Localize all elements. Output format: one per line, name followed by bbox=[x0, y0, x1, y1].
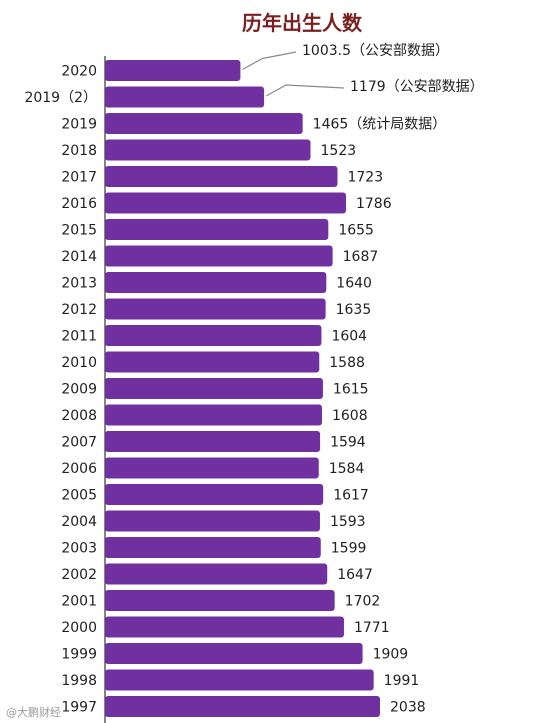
value-label-16: 1617 bbox=[333, 488, 369, 504]
bar-1 bbox=[105, 86, 265, 108]
bar-9 bbox=[105, 298, 326, 320]
category-label-3: 2018 bbox=[61, 143, 97, 159]
category-label-16: 2005 bbox=[61, 488, 97, 504]
category-label-1: 2019（2） bbox=[24, 90, 97, 106]
bar-4 bbox=[105, 166, 338, 187]
value-label-13: 1608 bbox=[332, 408, 368, 424]
category-label-23: 1998 bbox=[61, 673, 97, 689]
bar-6 bbox=[105, 219, 329, 240]
bar-16 bbox=[105, 484, 324, 505]
bar-7 bbox=[105, 245, 333, 267]
bar-17 bbox=[105, 510, 320, 532]
category-label-12: 2009 bbox=[61, 382, 97, 398]
category-label-22: 1999 bbox=[61, 647, 97, 663]
category-label-24: 1997 bbox=[61, 700, 97, 716]
value-label-1: 1179（公安部数据） bbox=[350, 79, 484, 95]
bar-19 bbox=[105, 563, 328, 585]
value-label-6: 1655 bbox=[338, 223, 374, 239]
category-label-6: 2015 bbox=[61, 223, 97, 239]
bar-2 bbox=[105, 113, 303, 134]
value-label-19: 1647 bbox=[337, 567, 373, 583]
bar-8 bbox=[105, 272, 327, 293]
bar-15 bbox=[105, 457, 319, 479]
bar-12 bbox=[105, 378, 323, 399]
category-label-10: 2011 bbox=[61, 329, 97, 345]
bar-11 bbox=[105, 351, 320, 373]
bar-10 bbox=[105, 325, 322, 346]
category-label-17: 2004 bbox=[61, 514, 97, 530]
category-label-13: 2008 bbox=[61, 408, 97, 424]
value-label-18: 1599 bbox=[331, 541, 367, 557]
bar-13 bbox=[105, 404, 322, 426]
category-label-14: 2007 bbox=[61, 435, 97, 451]
value-label-23: 1991 bbox=[384, 673, 420, 689]
value-label-24: 2038 bbox=[390, 700, 426, 716]
value-label-12: 1615 bbox=[333, 382, 369, 398]
chart-title: 历年出生人数 bbox=[242, 11, 363, 35]
category-label-8: 2013 bbox=[61, 276, 97, 292]
watermark-text: @大鹏财经 bbox=[6, 705, 61, 719]
leader-line-0 bbox=[242, 51, 297, 71]
bar-14 bbox=[105, 431, 321, 452]
category-label-5: 2016 bbox=[61, 196, 97, 212]
bar-3 bbox=[105, 139, 311, 161]
value-label-3: 1523 bbox=[321, 143, 357, 159]
value-label-20: 1702 bbox=[345, 594, 381, 610]
value-label-4: 1723 bbox=[347, 170, 383, 186]
category-label-20: 2001 bbox=[61, 594, 97, 610]
value-label-0: 1003.5（公安部数据） bbox=[302, 43, 449, 59]
value-label-7: 1687 bbox=[343, 249, 379, 265]
bar-22 bbox=[105, 643, 363, 664]
value-label-8: 1640 bbox=[336, 276, 372, 292]
value-label-15: 1584 bbox=[329, 461, 365, 477]
value-label-14: 1594 bbox=[330, 435, 366, 451]
category-label-21: 2000 bbox=[61, 620, 97, 636]
bar-21 bbox=[105, 616, 344, 638]
value-label-22: 1909 bbox=[373, 647, 409, 663]
labels-layer: 2020 1003.5（公安部数据） 2019（2） 1179（公安部数据） 2019 1… bbox=[24, 43, 483, 716]
category-label-19: 2002 bbox=[61, 567, 97, 583]
value-label-9: 1635 bbox=[336, 302, 372, 318]
bar-0 bbox=[105, 60, 241, 81]
value-label-10: 1604 bbox=[331, 329, 367, 345]
value-label-11: 1588 bbox=[329, 355, 365, 371]
leader-line-1 bbox=[265, 84, 345, 97]
value-label-21: 1771 bbox=[354, 620, 390, 636]
bar-18 bbox=[105, 537, 321, 558]
category-label-0: 2020 bbox=[61, 64, 97, 80]
bars-layer bbox=[105, 60, 380, 717]
bar-23 bbox=[105, 669, 374, 691]
bar-20 bbox=[105, 590, 335, 611]
category-label-2: 2019 bbox=[61, 117, 97, 133]
value-label-17: 1593 bbox=[330, 514, 366, 530]
category-label-15: 2006 bbox=[61, 461, 97, 477]
value-label-5: 1786 bbox=[356, 196, 392, 212]
category-label-11: 2010 bbox=[61, 355, 97, 371]
category-label-9: 2012 bbox=[61, 302, 97, 318]
category-label-4: 2017 bbox=[61, 170, 97, 186]
category-label-18: 2003 bbox=[61, 541, 97, 557]
bar-24 bbox=[105, 696, 380, 717]
category-label-7: 2014 bbox=[61, 249, 97, 265]
value-label-2: 1465（统计局数据） bbox=[313, 117, 447, 133]
bar-5 bbox=[105, 192, 346, 214]
